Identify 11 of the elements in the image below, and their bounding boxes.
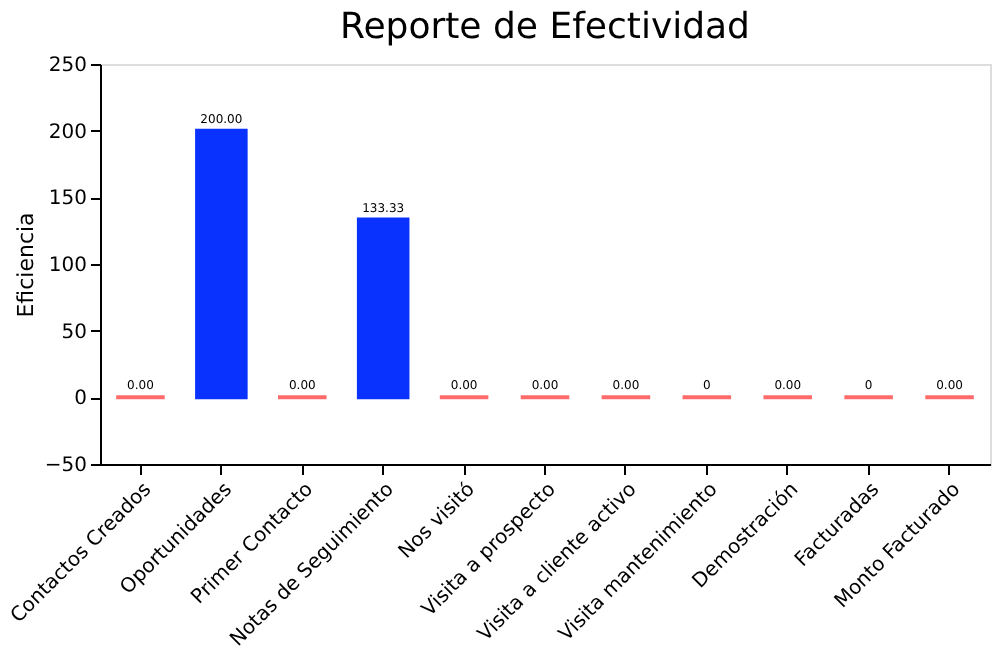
y-tick-label: 200 [48, 121, 87, 144]
y-tick-label: 250 [48, 55, 87, 77]
y-tick-label: 100 [48, 255, 87, 277]
y-tick-label: 50 [61, 321, 87, 344]
y-axis-title: Eficiencia [12, 212, 39, 318]
chart-title: Reporte de Efectividad [340, 6, 750, 48]
bar [356, 217, 410, 400]
bar [195, 128, 248, 400]
y-tick-label: 150 [48, 188, 87, 211]
y-tick-label: −50 [44, 455, 87, 477]
y-tick-label: 0 [74, 388, 87, 411]
